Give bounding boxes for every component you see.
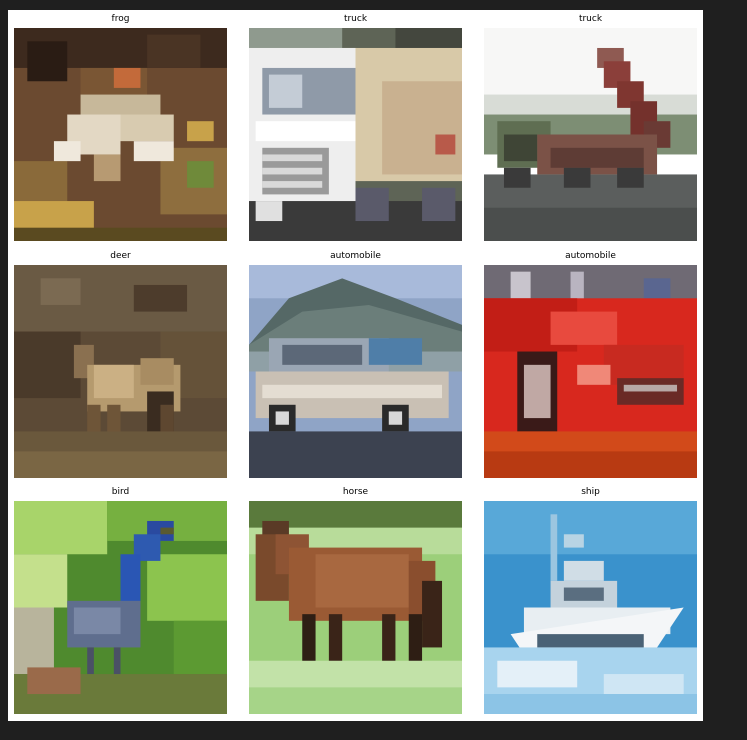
frog-image [14,28,227,241]
grid-cell-frog: frog [14,10,227,241]
horse-image [249,501,462,714]
image-grid-figure: frog [8,10,703,721]
image-label: automobile [565,251,616,261]
image-label: truck [343,14,368,24]
grid-cell-ship: ship [484,483,697,714]
grid-cell-truck-1: truck [249,10,462,241]
deer-image [14,265,227,478]
boat-image [484,501,697,714]
image-label: frog [111,14,130,24]
red-car-image [484,265,697,478]
bird-image [14,501,227,714]
image-label: bird [111,487,130,497]
image-label: horse [342,487,369,497]
white-truck-image [249,28,462,241]
grid-cell-automobile-1: automobile [249,247,462,478]
grid-cell-truck-2: truck [484,10,697,241]
image-label: automobile [330,251,381,261]
grid-cell-bird: bird [14,483,227,714]
grid-cell-automobile-2: automobile [484,247,697,478]
grid-cell-horse: horse [249,483,462,714]
image-label: truck [578,14,603,24]
grid-cell-deer: deer [14,247,227,478]
image-label: deer [110,251,131,261]
silver-car-image [249,265,462,478]
image-label: ship [581,487,600,497]
dump-truck-image [484,28,697,241]
